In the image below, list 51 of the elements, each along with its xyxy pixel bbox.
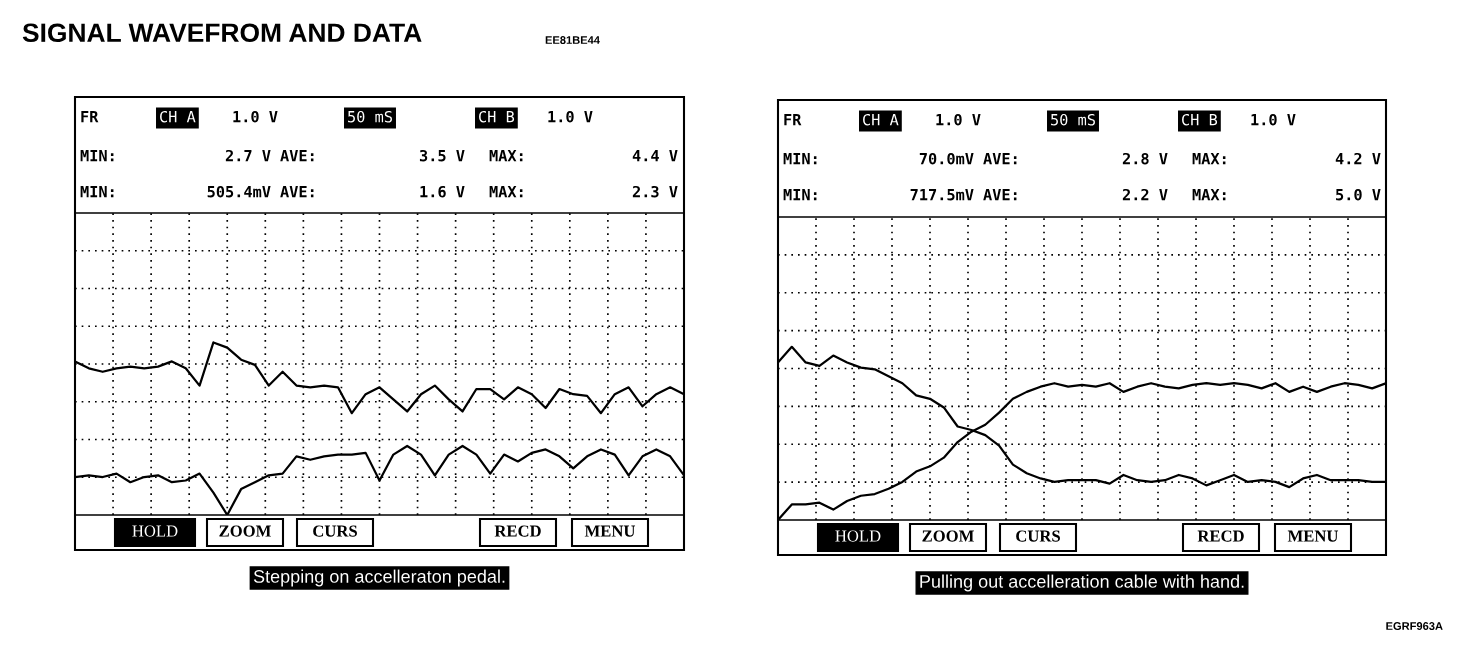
text: ZOOM: [219, 525, 271, 537]
text: 50 mS: [348, 110, 392, 123]
text: AVE:: [280, 186, 314, 198]
text: MIN:: [80, 150, 114, 162]
text: 5.0 V: [1336, 188, 1381, 201]
text: RECD: [1197, 530, 1244, 542]
text: 1.0 V: [936, 113, 981, 126]
text: HOLD: [132, 525, 178, 537]
text: 1.6 V: [420, 185, 465, 198]
text: 717.5mV: [910, 189, 974, 201]
text: 505.4mV: [207, 185, 271, 198]
text: MAX:: [489, 186, 523, 198]
text: 1.0 V: [233, 110, 278, 123]
text: 1.0 V: [1251, 113, 1296, 126]
text: MAX:: [1192, 153, 1226, 165]
text: CH A: [160, 110, 196, 123]
text: FR: [81, 111, 99, 123]
text: FR: [784, 114, 802, 126]
text: EE81BE44: [545, 36, 600, 44]
text: RECD: [494, 525, 541, 537]
text: 2.3 V: [632, 185, 678, 198]
text: AVE:: [983, 189, 1017, 201]
text: SIGNAL WAVEFROM AND DATA: [22, 23, 422, 43]
text: 4.2 V: [1335, 152, 1381, 165]
text: 50 mS: [1051, 113, 1095, 126]
text: 2.8 V: [1122, 152, 1168, 165]
text: 4.4 V: [632, 150, 678, 162]
text: EGRF963A: [1386, 622, 1443, 630]
text: 70.0mV: [919, 152, 974, 165]
text: MENU: [1287, 530, 1339, 542]
text: MAX:: [489, 150, 523, 162]
text: AVE:: [983, 153, 1017, 165]
text: Pulling out accelleration cable with hand.: [920, 574, 1244, 592]
text: ZOOM: [922, 530, 974, 542]
text: 1.0 V: [548, 110, 593, 123]
text: MIN:: [80, 186, 114, 198]
text: MIN:: [783, 153, 817, 165]
text: MIN:: [783, 189, 817, 201]
text: MENU: [584, 525, 636, 537]
text: 2.2 V: [1122, 188, 1168, 201]
text: 2.7 V: [225, 149, 271, 162]
text: 3.5 V: [419, 149, 465, 162]
text: HOLD: [835, 530, 881, 542]
text: CH A: [863, 113, 899, 126]
text: AVE:: [280, 150, 314, 162]
text: CURS: [313, 525, 357, 537]
text: CURS: [1016, 530, 1060, 542]
text: Stepping on accelleraton pedal.: [253, 569, 505, 587]
text: MAX:: [1192, 189, 1226, 201]
text: CH B: [1182, 113, 1218, 126]
text: CH B: [479, 110, 515, 123]
